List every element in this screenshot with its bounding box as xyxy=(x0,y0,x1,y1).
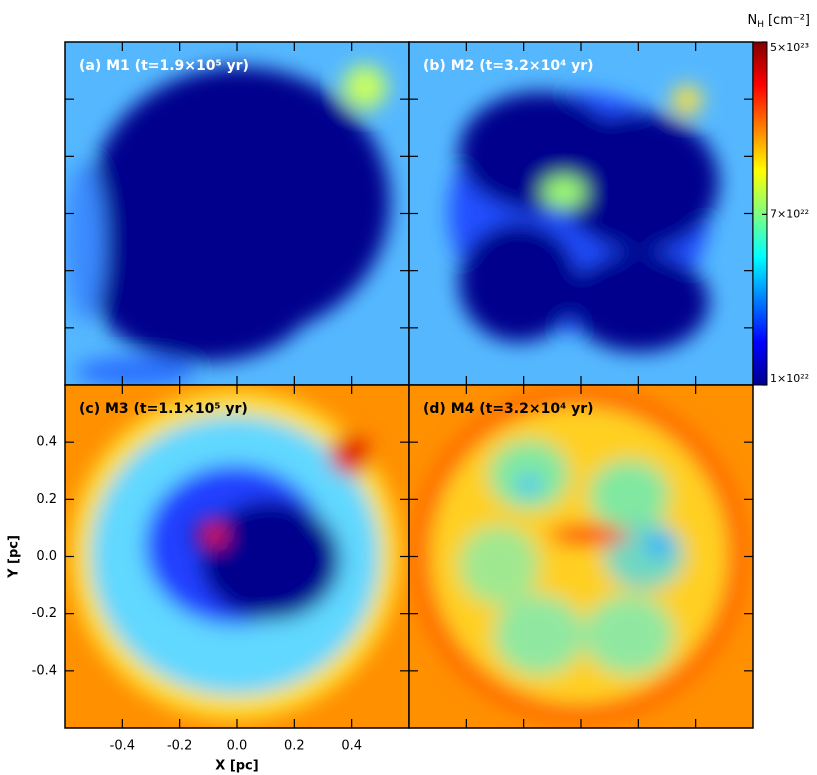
map-blob xyxy=(644,533,674,557)
x-axis-label: X [pc] xyxy=(215,759,258,774)
map-blob xyxy=(559,112,719,252)
map-blob xyxy=(549,525,629,545)
colorbar-symbol: N xyxy=(747,13,757,28)
colorbar-tick-label: 5×10²³ xyxy=(770,41,809,54)
map-blob xyxy=(330,435,370,475)
map-blob xyxy=(542,176,586,208)
density-map xyxy=(409,385,753,728)
y-tick-label: -0.4 xyxy=(32,663,57,678)
map-blob xyxy=(75,357,195,385)
map-blob xyxy=(459,525,539,605)
panel-label: (d) M4 (t=3.2×10⁴ yr) xyxy=(423,401,594,417)
map-blob xyxy=(569,252,709,352)
map-blob xyxy=(672,85,702,115)
panel-label: (a) M1 (t=1.9×10⁵ yr) xyxy=(79,58,249,74)
density-map xyxy=(65,42,409,385)
density-map xyxy=(409,42,753,385)
map-blob xyxy=(459,222,579,342)
map-structure xyxy=(449,85,719,352)
map-blob xyxy=(517,475,541,495)
map-blob xyxy=(589,460,669,530)
y-tick-label: -0.2 xyxy=(32,606,57,621)
y-axis-label: Y [pc] xyxy=(7,535,22,579)
colorbar-unit: [cm⁻²] xyxy=(768,13,810,28)
x-tick-label: -0.4 xyxy=(110,739,135,754)
panel-label: (c) M3 (t=1.1×10⁵ yr) xyxy=(79,401,248,417)
x-tick-label: 0.0 xyxy=(227,739,248,754)
map-structure xyxy=(414,390,744,720)
density-map xyxy=(65,385,409,728)
map-blob xyxy=(494,595,584,675)
map-blob xyxy=(343,65,387,109)
map-blob xyxy=(205,525,225,545)
y-tick-label: 0.0 xyxy=(36,549,57,564)
x-tick-label: 0.2 xyxy=(284,739,305,754)
map-structure xyxy=(70,390,400,720)
y-tick-label: 0.4 xyxy=(36,435,57,450)
colorbar xyxy=(752,41,768,386)
colorbar-tick-label: 1×10²² xyxy=(770,372,809,385)
colorbar-label: NH [cm⁻²] xyxy=(747,13,810,30)
panel-label: (b) M2 (t=3.2×10⁴ yr) xyxy=(423,58,594,74)
map-blob xyxy=(584,595,674,675)
colorbar-subscript: H xyxy=(757,20,764,30)
map-blob xyxy=(95,222,315,362)
map-structure xyxy=(65,65,390,385)
x-tick-label: -0.2 xyxy=(167,739,192,754)
map-blob xyxy=(65,162,105,322)
x-tick-label: 0.4 xyxy=(341,739,362,754)
colorbar-tick-label: 7×10²² xyxy=(770,207,809,220)
y-tick-label: 0.2 xyxy=(36,492,57,507)
